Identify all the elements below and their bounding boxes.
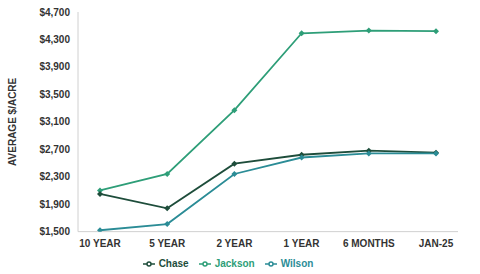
- svg-text:JAN-25: JAN-25: [419, 238, 454, 249]
- svg-text:$2,700: $2,700: [39, 144, 70, 155]
- svg-text:$1,900: $1,900: [39, 199, 70, 210]
- svg-text:$1,500: $1,500: [39, 226, 70, 237]
- html-text:Jackson: Jackson: [214, 257, 255, 269]
- svg-text:$3,100: $3,100: [39, 116, 70, 127]
- html-text:Wilson: Wilson: [280, 257, 314, 269]
- svg-text:$4,300: $4,300: [39, 34, 70, 45]
- svg-text:$3,900: $3,900: [39, 61, 70, 72]
- svg-text:$2,300: $2,300: [39, 171, 70, 182]
- svg-text:AVERAGE $/ACRE: AVERAGE $/ACRE: [8, 77, 18, 165]
- svg-text:2 YEAR: 2 YEAR: [216, 238, 253, 249]
- svg-text:$4,700: $4,700: [39, 7, 70, 18]
- html-text:Chase: Chase: [158, 257, 189, 269]
- svg-text:5 YEAR: 5 YEAR: [149, 238, 186, 249]
- svg-text:6 MONTHS: 6 MONTHS: [343, 238, 395, 249]
- svg-text:10 YEAR: 10 YEAR: [79, 238, 121, 249]
- svg-text:1 YEAR: 1 YEAR: [284, 238, 321, 249]
- svg-text:$3,500: $3,500: [39, 89, 70, 100]
